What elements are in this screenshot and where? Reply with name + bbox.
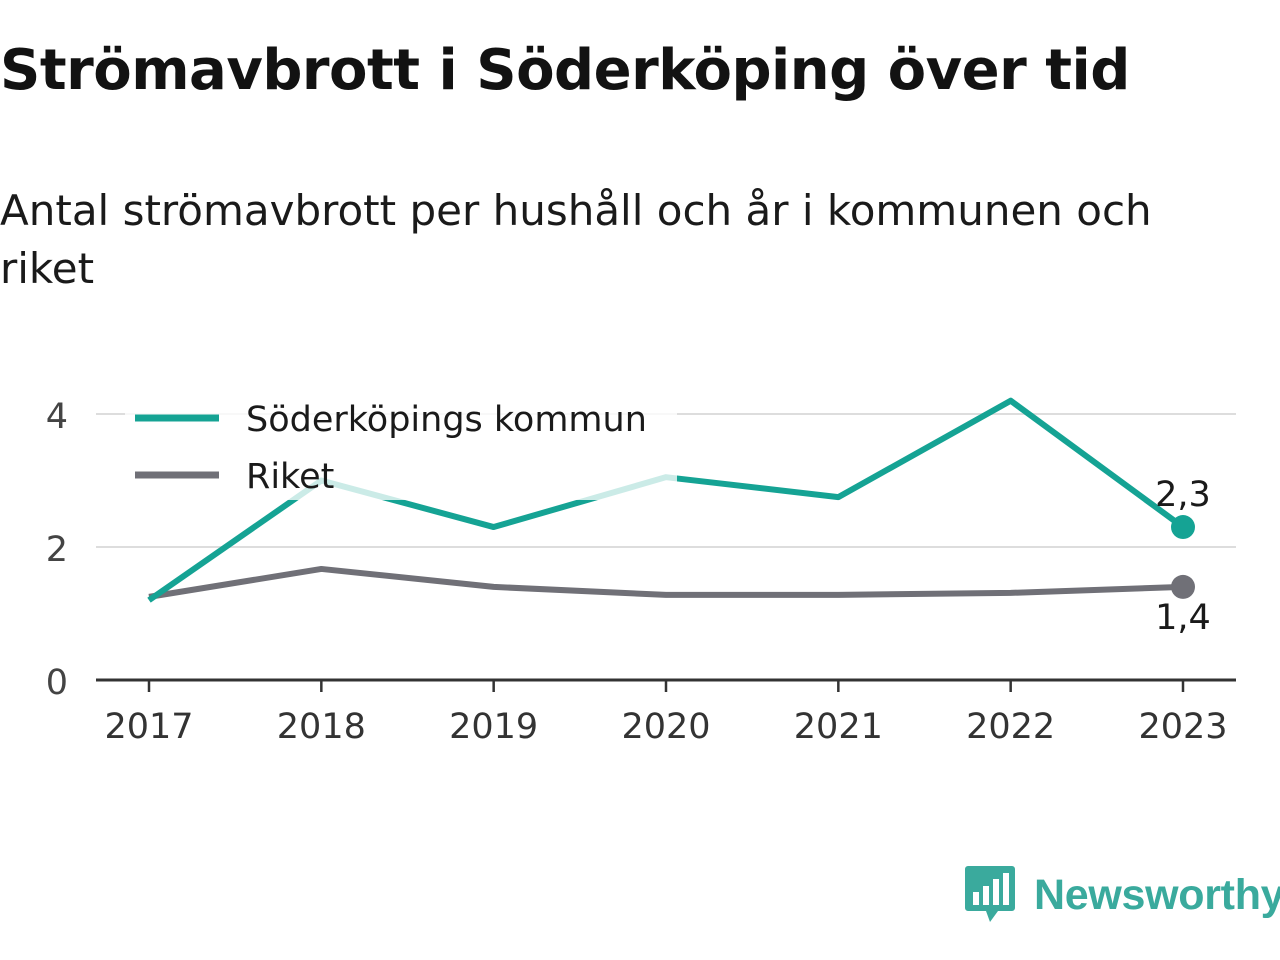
newsworthy-logo: Newsworthy: [964, 864, 1280, 926]
y-tick-label: 2: [46, 530, 68, 570]
y-tick-label: 4: [46, 397, 68, 437]
data-label-riket-2023: 1,4: [1155, 598, 1211, 638]
logo-text: Newsworthy: [1034, 870, 1280, 919]
x-tick-label: 2023: [1138, 707, 1227, 747]
end-point-riket: [1171, 574, 1195, 599]
end-point-soderkoping: [1171, 515, 1195, 540]
data-label-soderkoping-2023: 2,3: [1155, 475, 1211, 515]
x-tick-label: 2018: [277, 707, 366, 747]
legend-label-riket: Riket: [246, 457, 334, 497]
x-tick-label: 2021: [794, 707, 883, 747]
x-tick-label: 2022: [966, 707, 1055, 747]
legend-background: [125, 388, 677, 500]
chart-bubble-icon: [965, 866, 1015, 922]
legend-label-soderkoping: Söderköpings kommun: [246, 400, 647, 440]
y-tick-label: 0: [46, 663, 68, 703]
chart-subtitle: Antal strömavbrott per hushåll och år i …: [0, 186, 1152, 293]
x-tick-label: 2017: [104, 707, 193, 747]
chart-title: Strömavbrott i Söderköping över tid: [0, 38, 1130, 103]
x-tick-label: 2020: [621, 707, 710, 747]
x-tick-label: 2019: [449, 707, 538, 747]
series-line-riket: [148, 565, 1184, 600]
